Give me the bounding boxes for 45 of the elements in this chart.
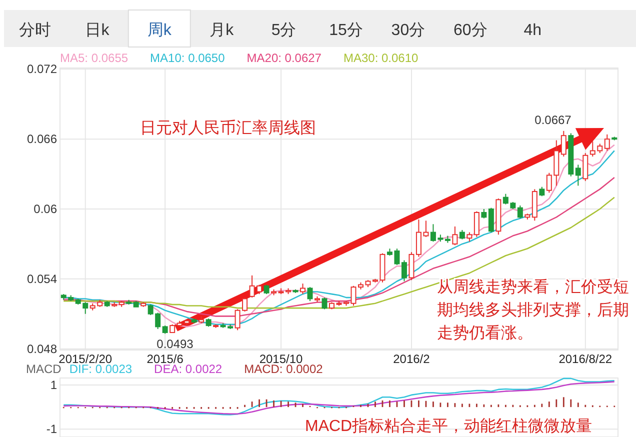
candlestick — [517, 205, 523, 219]
text: 15分 — [329, 22, 363, 39]
candlestick — [604, 134, 610, 152]
text: 30分 — [391, 22, 426, 39]
text: MA10: 0.0650 — [150, 51, 226, 65]
candlestick — [408, 252, 414, 281]
text: 周k — [147, 22, 172, 39]
candlestick — [474, 210, 480, 238]
text: 月k — [210, 22, 235, 39]
annotation: 从周线走势来看，汇价受短期均线多头排列支撑，后期走势仍看涨。 — [437, 278, 629, 342]
x-tick-label: 2016/8/22 — [558, 352, 612, 366]
y-tick-label: 0.054 — [26, 272, 58, 286]
text: 5分 — [271, 22, 296, 39]
text: 60分 — [454, 22, 488, 39]
text: 分时 — [19, 21, 51, 39]
candlestick — [466, 232, 472, 242]
text: MA5: 0.0655 — [60, 51, 128, 65]
text: 日元对人民币汇率周线图 — [140, 119, 316, 137]
candlestick — [300, 283, 306, 295]
annotation: 0.0667 — [534, 113, 572, 127]
y-tick-label: 1 — [50, 378, 58, 392]
y-tick-label: 0.072 — [26, 62, 58, 76]
candlestick — [264, 284, 270, 295]
candlestick — [459, 229, 465, 240]
x-tick-label: 2016/2 — [393, 352, 430, 366]
candlestick — [488, 207, 494, 233]
y-tick-label: 0.048 — [26, 342, 58, 356]
candlestick — [582, 152, 588, 182]
candlestick — [452, 226, 458, 246]
candlestick — [401, 260, 407, 282]
candlestick — [307, 286, 313, 302]
candlestick — [539, 186, 545, 197]
candlestick — [575, 164, 581, 186]
candlestick — [322, 297, 328, 310]
y-tick-label: 0.06 — [34, 202, 58, 216]
text: MA20: 0.0627 — [246, 51, 322, 65]
text: 日k — [85, 22, 110, 39]
y-tick-label: 0.066 — [26, 132, 58, 146]
annotation: 0.0493 — [156, 337, 194, 351]
text: 4h — [524, 22, 542, 39]
annotation: MACD指标粘合走平，动能红柱微微放量 — [305, 417, 592, 435]
candlestick — [481, 208, 487, 219]
candlestick — [560, 130, 566, 158]
text: MA30: 0.0610 — [343, 51, 419, 65]
y-tick-label: -1 — [46, 422, 58, 436]
